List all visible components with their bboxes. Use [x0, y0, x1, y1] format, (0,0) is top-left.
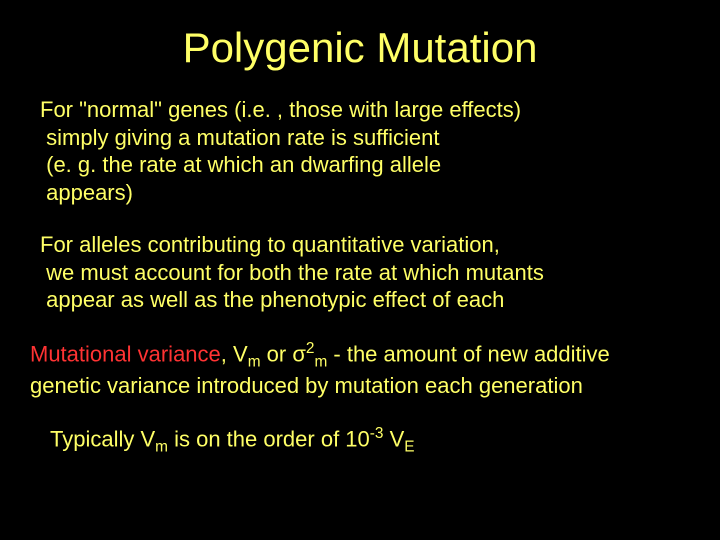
p1-line2: simply giving a mutation rate is suffici… — [46, 125, 439, 150]
p4-sub-m: m — [155, 439, 168, 456]
p3-rest-b: or — [261, 341, 293, 366]
p1-line1: For "normal" genes (i.e. , those with la… — [40, 97, 521, 122]
p3-sigma: σ — [292, 341, 306, 366]
p3-rest-a: , V — [221, 341, 248, 366]
slide-root: Polygenic Mutation For "normal" genes (i… — [0, 0, 720, 540]
p1-line4: appears) — [46, 180, 133, 205]
p4-sub-e: E — [404, 439, 414, 456]
p4-b: is on the order of 10 — [168, 426, 370, 451]
p3-highlight: Mutational variance — [30, 341, 221, 366]
slide-title: Polygenic Mutation — [30, 25, 690, 71]
p3-line2: genetic variance introduced by mutation … — [30, 373, 583, 398]
p3-sub-m2: m — [314, 353, 327, 370]
p4-sup: -3 — [370, 425, 384, 442]
p3-rest-c: - the amount of new additive — [327, 341, 610, 366]
p2-line1: For alleles contributing to quantitative… — [40, 232, 500, 257]
p2-line3: appear as well as the phenotypic effect … — [46, 287, 504, 312]
paragraph-2: For alleles contributing to quantitative… — [40, 231, 690, 314]
p4-c: V — [383, 426, 404, 451]
paragraph-4: Typically Vm is on the order of 10-3 VE — [50, 424, 690, 457]
p2-line2: we must account for both the rate at whi… — [46, 260, 544, 285]
p4-a: Typically V — [50, 426, 155, 451]
paragraph-1: For "normal" genes (i.e. , those with la… — [40, 96, 690, 206]
p3-sub-m1: m — [248, 353, 261, 370]
paragraph-3: Mutational variance, Vm or σ2m - the amo… — [30, 339, 690, 399]
p1-line3: (e. g. the rate at which an dwarfing all… — [46, 152, 441, 177]
